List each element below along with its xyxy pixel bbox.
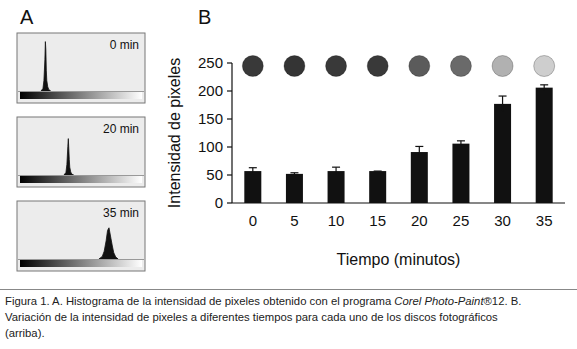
x-tick-label: 10: [328, 212, 345, 229]
error-bar-stem: [502, 96, 503, 112]
histogram-title: 35 min: [103, 206, 139, 220]
error-bar: [499, 96, 507, 112]
caption-text: Corel Photo-Paint: [394, 295, 484, 307]
y-axis-label: Intensidad de pixeles: [166, 58, 183, 208]
y-tick: [227, 118, 232, 119]
y-tick: [227, 62, 232, 63]
histogram-marks: [99, 228, 118, 259]
error-bar-stem: [335, 167, 336, 175]
x-tick-label: 20: [411, 212, 428, 229]
x-tick-label: 25: [453, 212, 470, 229]
histogram-marks: [64, 139, 74, 175]
caption-line: Variación de la intensidad de pixeles a …: [5, 311, 498, 323]
error-bar-cap: [499, 95, 507, 96]
photo-disc: [242, 56, 263, 77]
photo-disc: [450, 56, 471, 77]
error-bar: [290, 173, 298, 175]
error-bar-cap: [290, 172, 298, 173]
photo-disc: [326, 56, 347, 77]
bar: [452, 144, 469, 203]
error-bar-stem: [544, 85, 545, 91]
caption-line: Figura 1. A. Histograma de la intensidad…: [5, 295, 521, 307]
photo-disc: [492, 56, 513, 77]
y-tick-label: 150: [198, 110, 223, 127]
bar-chart: 0 50 100 150 200 250 0 5 10 15 20 25 30 35 Tiempo (min…: [166, 54, 565, 268]
x-tick-label: 30: [494, 212, 511, 229]
error-bar-stem: [252, 168, 253, 175]
error-bar-cap: [415, 146, 423, 147]
y-tick-label: 100: [198, 138, 223, 155]
bar: [536, 88, 553, 203]
y-axis: [231, 63, 232, 203]
error-bar: [249, 168, 257, 175]
histogram-area: [64, 139, 74, 175]
error-bar-cap: [249, 167, 257, 168]
y-tick-label: 0: [215, 194, 223, 211]
x-tick-label: 15: [369, 212, 386, 229]
y-tick-label: 200: [198, 82, 223, 99]
panel-label: B: [198, 6, 211, 28]
histogram-panel: 35 min: [17, 201, 145, 271]
histogram-box: [17, 201, 145, 271]
caption-line: (arriba).: [5, 327, 45, 339]
y-tick: [227, 146, 232, 147]
bar: [494, 104, 511, 203]
histogram-baseline: [18, 175, 144, 176]
error-bar: [415, 146, 423, 157]
figure: A B 0 min 20 min 35 min 0 50 100 150 200 250 0 5 10 15…: [0, 0, 577, 349]
histogram-panel: 20 min: [17, 117, 145, 187]
x-tick-label: 0: [249, 212, 257, 229]
histogram-baseline: [18, 259, 144, 260]
x-tick-label: 5: [290, 212, 298, 229]
caption-text: Figura 1. A. Histograma de la intensidad…: [5, 295, 394, 307]
histogram-area: [99, 228, 118, 259]
bar: [244, 171, 261, 203]
bar: [369, 171, 386, 203]
histogram-title: 0 min: [110, 38, 139, 52]
error-bar: [540, 85, 548, 91]
histogram-marks: [41, 42, 51, 91]
bar: [411, 152, 428, 203]
gray-ramp: [20, 176, 142, 183]
y-tick: [227, 90, 232, 91]
y-tick-label: 250: [198, 54, 223, 71]
caption-text: ®12. B.: [484, 295, 522, 307]
x-tick-label: 35: [536, 212, 553, 229]
caption-text: Variación de la intensidad de pixeles a …: [5, 311, 498, 323]
error-bar-cap: [332, 167, 340, 168]
photo-disc: [534, 56, 555, 77]
histogram-box: [17, 33, 145, 103]
histogram-title: 20 min: [103, 122, 139, 136]
gray-ramp: [20, 92, 142, 99]
caption-text: (arriba).: [5, 327, 45, 339]
photo-disc: [284, 56, 305, 77]
error-bar-cap: [540, 84, 548, 85]
x-axis-label: Tiempo (minutos): [337, 251, 461, 268]
gray-ramp: [20, 260, 142, 267]
y-tick: [227, 174, 232, 175]
caption-rule: [0, 289, 577, 290]
error-bar: [332, 167, 340, 175]
background: [0, 0, 577, 349]
y-tick-label: 50: [206, 166, 223, 183]
panel-label: A: [20, 6, 34, 28]
photo-disc: [367, 56, 388, 77]
y-tick: [227, 202, 232, 203]
bar-marks: [244, 85, 552, 203]
bar: [286, 174, 303, 203]
error-bar: [457, 141, 465, 147]
error-bar-cap: [374, 170, 382, 171]
histogram-baseline: [18, 91, 144, 92]
error-bar-stem: [419, 146, 420, 157]
error-bar-stem: [460, 141, 461, 147]
histogram-area: [41, 42, 51, 91]
x-axis: [232, 202, 565, 203]
histogram-box: [17, 117, 145, 187]
error-bar: [374, 171, 382, 172]
error-bar-cap: [457, 140, 465, 141]
photo-disc: [409, 56, 430, 77]
histogram-panel: 0 min: [17, 33, 145, 103]
bar: [328, 171, 345, 203]
